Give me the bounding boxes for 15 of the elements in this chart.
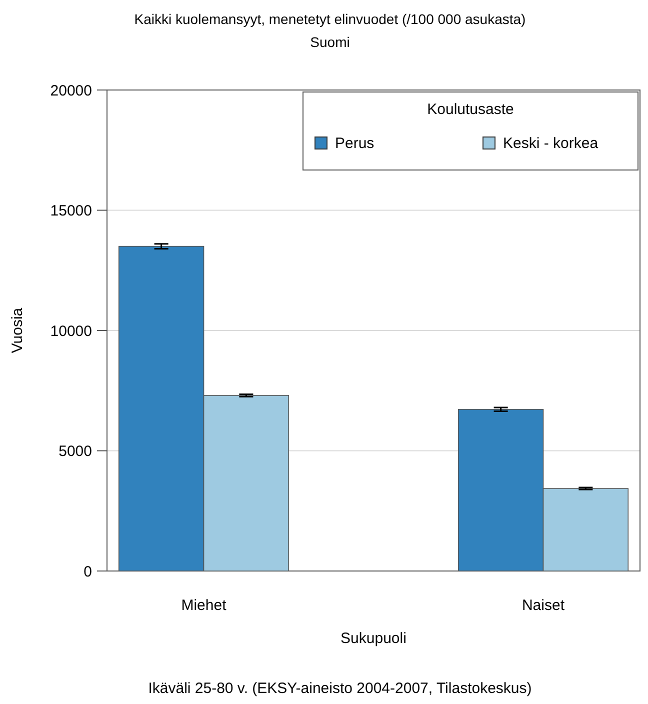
x-axis-title: Sukupuoli [340,630,406,647]
y-tick-label: 10000 [50,322,92,340]
y-tick-label: 0 [84,563,92,580]
legend-label: Perus [335,135,374,152]
x-tick-label: Naiset [522,597,566,614]
y-axis-title: Vuosia [9,307,26,354]
legend-title: Koulutusaste [427,101,514,118]
chart-title: Kaikki kuolemansyyt, menetetyt elinvuodet (/100 000 asukasta) [134,11,526,27]
x-tick-label: Miehet [181,597,228,614]
y-tick-label: 15000 [50,202,92,220]
y-tick-label: 20000 [50,82,92,100]
text: Ikäväli 25-80 v. (EKSY-aineisto 2004-2007, Tilastokeskus) [148,680,532,697]
legend-label: Keski - korkea [503,135,599,152]
y-tick-label: 5000 [58,443,92,460]
chart-subtitle: Suomi [310,34,350,50]
